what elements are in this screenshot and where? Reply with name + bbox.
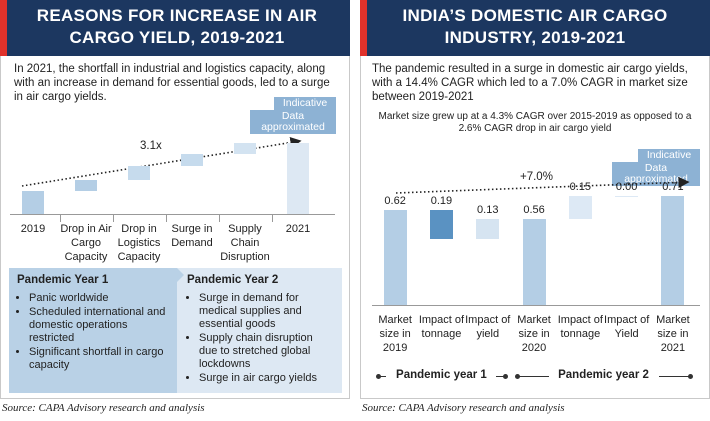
x-tick-label: Market size in 2021 (656, 314, 690, 354)
trend-arrow (21, 137, 302, 187)
x-tick-label: Market size in 2020 (517, 314, 551, 354)
group-label: Pandemic year 1 (386, 369, 497, 381)
accent (0, 0, 7, 56)
source: Source: CAPA Advisory research and analy… (362, 402, 565, 414)
chart-subtitle: Market size grew up at a 4.3% CAGR over … (378, 111, 692, 134)
group-dot (688, 374, 694, 379)
x-tick-label: Drop in Air Cargo Capacity (60, 223, 112, 263)
group-label: Pandemic year 2 (548, 369, 659, 381)
box-item: Panic worldwide (29, 292, 169, 305)
source: Source: CAPA Advisory research and analy… (2, 402, 205, 414)
info-box: Pandemic Year 1 Panic worldwideScheduled … (9, 268, 177, 393)
badge-text: Indicative (274, 97, 336, 110)
info-box: Pandemic Year 2 Surge in demand for medic… (179, 268, 342, 393)
bar (383, 209, 407, 305)
box-item: Significant shortfall in cargo capacity (29, 346, 169, 372)
box-bg (177, 268, 342, 393)
x-tick-label: Surge in Demand (171, 223, 213, 249)
description: The pandemic resulted in a surge in dome… (372, 63, 688, 103)
value-label: 0.71 (662, 181, 684, 193)
value-label: 0.56 (523, 204, 545, 217)
bar (22, 191, 44, 214)
separator (165, 214, 167, 222)
badge: Indicative Data approximated (250, 97, 336, 134)
bar (181, 154, 203, 166)
accent (360, 0, 367, 56)
bar (568, 196, 592, 220)
group-dot (502, 374, 508, 379)
box-list: Surge in demand for medical supplies and… (187, 292, 334, 385)
box-title: Pandemic Year 1 (17, 274, 109, 286)
badge-text: Data approximated (250, 110, 336, 134)
left-header: REASONS FOR INCREASE IN AIR CARGO YIELD,… (0, 0, 350, 56)
trend-arrow (395, 176, 690, 194)
axis-line (372, 305, 700, 306)
bar (287, 143, 309, 214)
box-title: Pandemic Year 2 (187, 274, 279, 286)
x-tick-label: 2019 (20, 223, 46, 235)
x-tick-label: Impact of Yield (604, 314, 650, 340)
value-label: 0.13 (477, 204, 499, 217)
badge-text: Indicative (638, 149, 700, 162)
description: In 2021, the shortfall in industrial and… (14, 63, 330, 103)
box-arrow (177, 268, 184, 282)
box-list: Panic worldwideScheduled international a… (17, 292, 169, 372)
right-header: INDIA’S DOMESTIC AIR CARGO INDUSTRY, 201… (360, 0, 710, 56)
box-item: Supply chain disruption due to stretched… (199, 332, 334, 371)
box-item: Scheduled international and domestic ope… (29, 306, 169, 345)
separator (218, 214, 220, 222)
separator (112, 214, 114, 222)
box-item: Surge in air cargo yields (199, 372, 334, 385)
annotation: +7.0% (520, 171, 553, 183)
axis-line (10, 214, 335, 215)
separator (271, 214, 273, 222)
box-bg (9, 268, 177, 393)
bar (522, 219, 546, 305)
x-tick-label: Drop in Logistics Capacity (117, 223, 161, 263)
value-label: 0.19 (430, 194, 453, 207)
bar (476, 219, 500, 239)
x-tick-label: Supply Chain Disruption (220, 223, 270, 263)
value-label: 0.62 (384, 194, 406, 207)
group-dot (376, 374, 381, 379)
x-tick-label: 2021 (285, 223, 311, 235)
bar (661, 196, 685, 305)
bar (75, 179, 97, 192)
group-dot (514, 374, 520, 379)
bar (234, 143, 256, 155)
bar (429, 209, 453, 239)
value-label: 0.00 (615, 181, 638, 193)
separator (59, 214, 61, 222)
bar (128, 165, 150, 180)
x-tick-label: Market size in 2019 (378, 314, 412, 354)
x-tick-label: Impact of yield (465, 314, 511, 340)
value-label: 0.15 (569, 181, 592, 193)
box-item: Surge in demand for medical supplies and… (199, 292, 334, 331)
annotation: 3.1x (140, 140, 162, 152)
bar (615, 196, 639, 197)
x-tick-label: Impact of tonnage (557, 314, 603, 340)
x-tick-label: Impact of tonnage (418, 314, 465, 340)
